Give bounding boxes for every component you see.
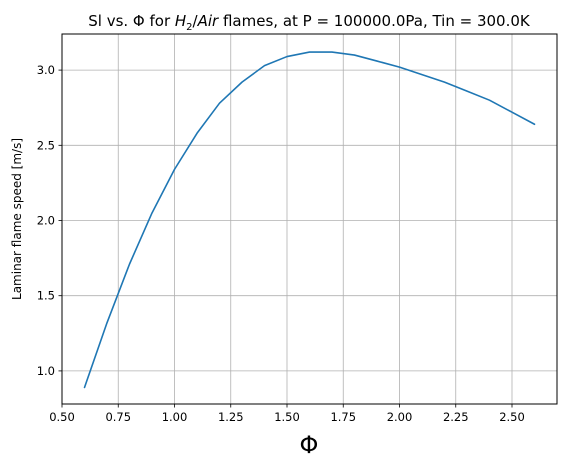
y-tick-label: 1.5 — [37, 289, 55, 303]
data-point — [241, 82, 242, 83]
x-tick-label: 0.75 — [105, 410, 131, 424]
y-tick-label: 1.0 — [37, 364, 55, 378]
x-tick-label: 1.75 — [330, 410, 356, 424]
title-species-h: H — [175, 12, 186, 30]
data-point — [534, 124, 535, 125]
data-point — [399, 66, 400, 67]
data-point — [444, 82, 445, 83]
tick-labels: 0.50 0.75 1.00 1.25 1.50 1.75 2.00 2.25 2.50 1.0 1… — [37, 63, 525, 424]
series-line — [83, 51, 536, 389]
data-point — [309, 51, 310, 52]
data-point — [376, 60, 377, 61]
data-point — [421, 74, 422, 75]
x-tick-label: 2.25 — [443, 410, 469, 424]
data-point — [286, 56, 287, 57]
data-point — [151, 212, 152, 213]
plot-frame — [61, 33, 558, 405]
x-tick-label: 1.00 — [162, 410, 188, 424]
data-point — [354, 54, 355, 55]
chart-title: Sl vs. Φ for H2/Air flames, at P = 10000… — [88, 12, 531, 33]
y-axis-label: Laminar flame speed [m/s] — [10, 138, 24, 300]
grid — [61, 34, 557, 404]
data-point — [196, 133, 197, 134]
title-species-h-subscript: 2 — [186, 22, 192, 33]
data-point — [331, 51, 332, 52]
title-oxidizer: Air — [197, 12, 219, 30]
data-point — [219, 103, 220, 104]
title-suffix: flames, at P = 100000.0Pa, Tin = 300.0K — [218, 12, 531, 30]
x-tick-label: 2.00 — [387, 410, 413, 424]
y-tick-label: 3.0 — [37, 63, 55, 77]
x-tick-label: 1.25 — [218, 410, 244, 424]
title-slash: / — [193, 12, 199, 30]
ticks — [58, 69, 513, 408]
data-point — [489, 100, 490, 101]
data-point — [174, 169, 175, 170]
data-point — [264, 65, 265, 66]
title-prefix: Sl vs. Φ for — [88, 12, 175, 30]
data-point — [466, 91, 467, 92]
x-tick-label: 0.50 — [49, 410, 75, 424]
x-axis-label: Φ — [300, 431, 319, 459]
series-layer — [83, 51, 536, 389]
data-point — [84, 387, 85, 388]
data-point — [106, 322, 107, 323]
x-tick-label: 1.50 — [274, 410, 300, 424]
y-tick-label: 2.0 — [37, 214, 55, 228]
x-tick-label: 2.50 — [499, 410, 525, 424]
data-point — [511, 112, 512, 113]
data-point — [129, 264, 130, 265]
y-tick-label: 2.5 — [37, 138, 55, 152]
